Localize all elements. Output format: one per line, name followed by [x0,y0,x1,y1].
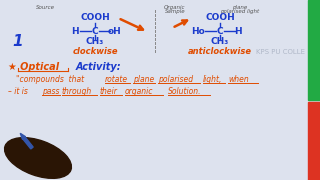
Ellipse shape [4,138,71,178]
Text: COOH: COOH [205,14,235,22]
Text: plane: plane [133,75,154,84]
Text: through: through [62,87,92,96]
Text: light,: light, [203,75,222,84]
Text: polarised light: polarised light [220,9,260,14]
Text: – it is: – it is [8,87,28,96]
Text: CH₃: CH₃ [86,37,104,46]
Text: Source: Source [36,5,54,10]
FancyArrow shape [20,133,33,149]
Text: when: when [228,75,249,84]
Text: clockwise: clockwise [72,48,118,57]
Text: Solution.: Solution. [168,87,202,96]
Text: "compounds  that: "compounds that [16,75,84,84]
Text: rotate: rotate [105,75,128,84]
Text: C: C [217,26,223,35]
Text: pass: pass [42,87,60,96]
Text: organic: organic [125,87,154,96]
Text: Sample: Sample [165,9,185,14]
Text: C: C [92,26,98,35]
Bar [308,102,320,180]
Text: ★ Optical: ★ Optical [8,62,59,72]
Text: their: their [100,87,118,96]
Text: H: H [71,26,79,35]
Text: COOH: COOH [80,14,110,22]
Text: plane: plane [232,5,248,10]
Text: polarised: polarised [158,75,193,84]
Text: Ho: Ho [191,26,205,35]
Text: Organic: Organic [164,5,186,10]
Text: 1: 1 [13,35,23,50]
Text: Activity:: Activity: [76,62,122,72]
Text: anticlockwise: anticlockwise [188,48,252,57]
Text: CH₃: CH₃ [211,37,229,46]
Text: KPS PU COLLE: KPS PU COLLE [255,49,305,55]
Text: H: H [234,26,242,35]
Bar [308,0,320,100]
Text: oH: oH [108,26,122,35]
